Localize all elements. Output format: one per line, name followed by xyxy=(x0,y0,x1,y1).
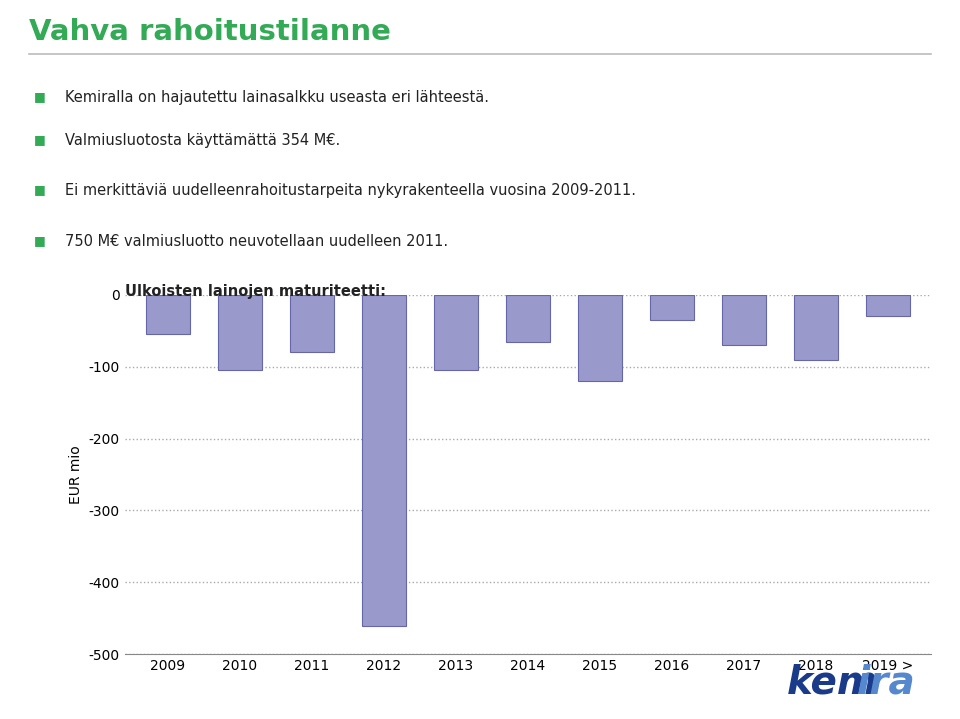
Y-axis label: EUR mio: EUR mio xyxy=(69,445,84,504)
Bar xyxy=(650,295,694,320)
Text: ■: ■ xyxy=(34,133,45,146)
Bar xyxy=(290,295,334,352)
Text: ira: ira xyxy=(857,663,916,701)
Text: Vahva rahoitustilanne: Vahva rahoitustilanne xyxy=(29,18,391,46)
Bar xyxy=(434,295,478,370)
Text: Kemiralla on hajautettu lainasalkku useasta eri lähteestä.: Kemiralla on hajautettu lainasalkku usea… xyxy=(65,90,490,105)
Text: Ei merkittäviä uudelleenrahoitustarpeita nykyrakenteella vuosina 2009-2011.: Ei merkittäviä uudelleenrahoitustarpeita… xyxy=(65,183,636,198)
Bar xyxy=(578,295,622,381)
Text: ■: ■ xyxy=(34,90,45,103)
Bar xyxy=(866,295,910,316)
Text: ■: ■ xyxy=(34,183,45,196)
Bar xyxy=(146,295,190,334)
Text: 750 M€ valmiusluotto neuvotellaan uudelleen 2011.: 750 M€ valmiusluotto neuvotellaan uudell… xyxy=(65,234,448,249)
Bar xyxy=(506,295,550,342)
Bar xyxy=(218,295,262,370)
Bar xyxy=(362,295,406,626)
Bar xyxy=(794,295,838,360)
Text: Ulkoisten lainojen maturiteetti:: Ulkoisten lainojen maturiteetti: xyxy=(125,284,386,299)
Text: Valmiusluotosta käyttämättä 354 M€.: Valmiusluotosta käyttämättä 354 M€. xyxy=(65,133,341,148)
Bar xyxy=(722,295,766,345)
Text: ■: ■ xyxy=(34,234,45,247)
Text: kem: kem xyxy=(787,663,878,701)
